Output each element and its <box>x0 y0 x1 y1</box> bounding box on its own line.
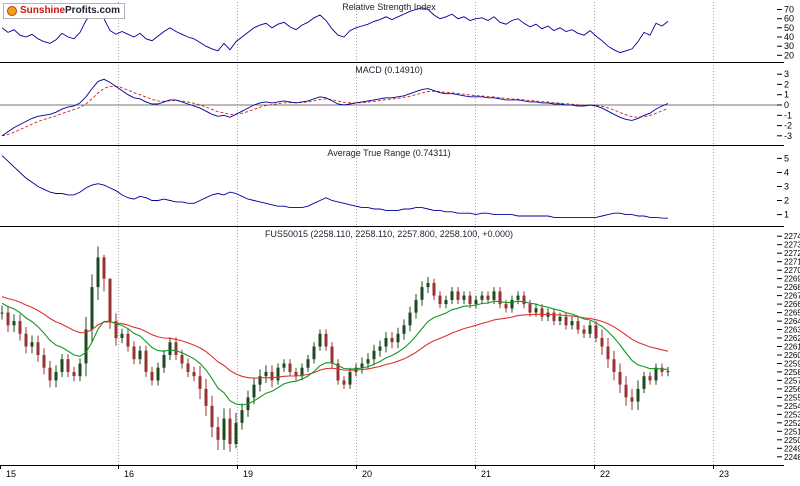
y-tick-label: 2270 <box>784 266 800 275</box>
y-tick-label: 3 <box>784 182 789 192</box>
y-tick-label: 2271 <box>784 258 800 267</box>
y-tick-label: 3 <box>784 69 789 79</box>
y-tick-label: 2266 <box>784 300 800 309</box>
y-axis-3: 2274227322722271227022692268226722662265… <box>777 232 800 462</box>
rsi-line <box>1 7 669 54</box>
y-tick-label: 2255 <box>784 393 800 402</box>
panel-title-rsi: Relative Strength Index <box>342 2 436 12</box>
y-tick-label: 2253 <box>784 410 800 419</box>
y-tick-label: 50 <box>784 23 794 33</box>
panel-title-atr: Average True Range (0.74311) <box>327 148 451 158</box>
y-tick-label: 2261 <box>784 343 800 352</box>
y-tick-label: 2254 <box>784 402 800 411</box>
slow-ma-line <box>1 296 669 379</box>
y-tick-label: 2252 <box>784 419 800 428</box>
y-tick-label: 0 <box>784 100 789 110</box>
x-tick-label: 21 <box>481 469 491 479</box>
fast-ma-line <box>1 300 669 406</box>
panel-title-price: FUS50015 (2258.110, 2258.110, 2257.800, … <box>264 229 514 239</box>
y-tick-label: 60 <box>784 14 794 24</box>
y-tick-label: -1 <box>784 110 792 120</box>
y-tick-label: 2268 <box>784 283 800 292</box>
y-tick-label: 2 <box>784 79 789 89</box>
y-tick-label: 30 <box>784 41 794 51</box>
x-tick-label: 22 <box>600 469 610 479</box>
price-candles <box>0 246 670 452</box>
y-tick-label: 70 <box>784 5 794 15</box>
day-gridlines <box>118 2 714 465</box>
y-tick-label: 2251 <box>784 427 800 436</box>
logo-text-sunshine: Sunshine <box>20 5 66 16</box>
y-tick-label: 2265 <box>784 309 800 318</box>
y-tick-label: 2248 <box>784 453 800 462</box>
y-tick-label: 2260 <box>784 351 800 360</box>
panel-title-macd: MACD (0.14910) <box>355 65 423 75</box>
y-tick-label: 2256 <box>784 385 800 394</box>
x-tick-label: 15 <box>6 469 16 479</box>
x-tick-label: 23 <box>719 469 729 479</box>
panel-separators <box>0 62 784 466</box>
y-tick-label: 1 <box>784 90 789 100</box>
y-tick-label: 2257 <box>784 376 800 385</box>
y-tick-label: 2 <box>784 196 789 206</box>
y-tick-label: 2269 <box>784 275 800 284</box>
sun-icon <box>7 6 17 16</box>
y-tick-label: 2273 <box>784 241 800 250</box>
y-tick-label: 2274 <box>784 232 800 241</box>
sunshineprofits-logo[interactable]: SunshineProfits.com <box>3 3 126 19</box>
y-tick-label: 2267 <box>784 292 800 301</box>
y-axis-2: 5 4 3 2 1 <box>777 153 789 220</box>
x-axis: 15 16 19 20 21 22 23 <box>0 465 729 479</box>
x-tick-label: 19 <box>243 469 253 479</box>
y-tick-label: -3 <box>784 131 792 141</box>
y-tick-label: 2272 <box>784 249 800 258</box>
logo-text-profits: Profits.com <box>65 5 121 16</box>
y-tick-label: 2249 <box>784 444 800 453</box>
y-tick-label: 2264 <box>784 317 800 326</box>
x-tick-label: 20 <box>362 469 372 479</box>
y-tick-label: 40 <box>784 32 794 42</box>
y-tick-label: 2262 <box>784 334 800 343</box>
macd-lines <box>1 78 669 137</box>
logo-text: SunshineProfits.com <box>20 5 120 17</box>
y-tick-label: 1 <box>784 210 789 220</box>
y-tick-label: -2 <box>784 121 792 131</box>
y-tick-label: 4 <box>784 168 789 178</box>
y-tick-label: 2250 <box>784 436 800 445</box>
y-tick-label: 2263 <box>784 326 800 335</box>
atr-line <box>1 155 669 219</box>
y-tick-label: 2258 <box>784 368 800 377</box>
y-tick-label: 5 <box>784 153 789 163</box>
x-tick-label: 16 <box>124 469 134 479</box>
y-tick-label: 2259 <box>784 360 800 369</box>
y-tick-label: 20 <box>784 50 794 60</box>
